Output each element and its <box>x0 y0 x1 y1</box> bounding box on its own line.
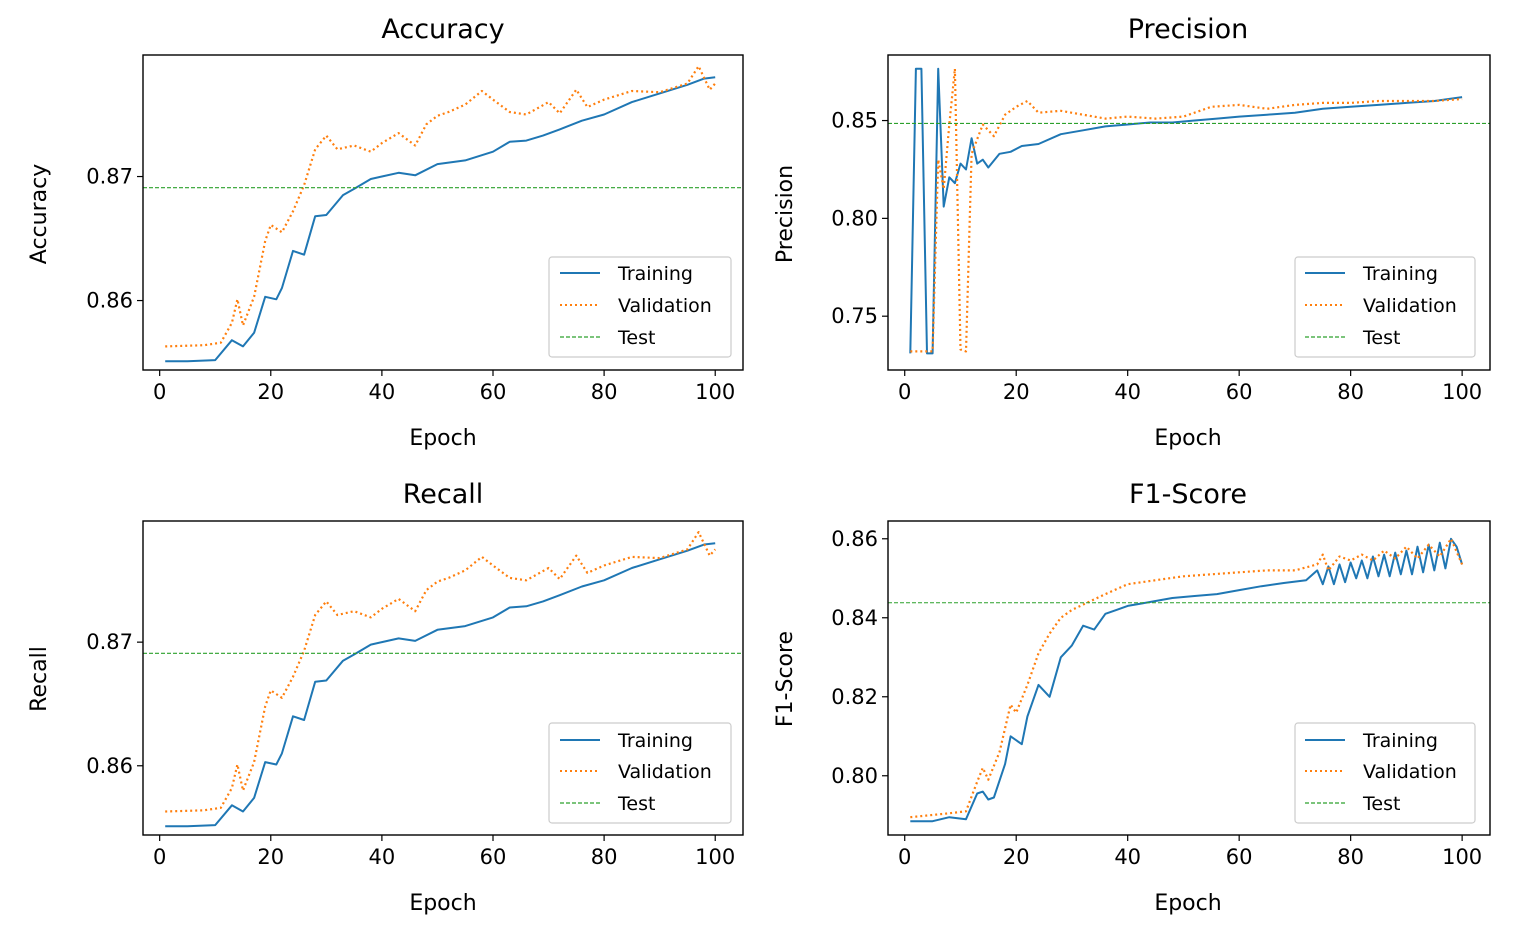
y-axis-label: Accuracy <box>27 164 52 264</box>
y-tick-label: 0.84 <box>831 606 878 630</box>
x-tick-label: 80 <box>591 380 618 404</box>
y-tick-label: 0.80 <box>831 206 878 230</box>
y-tick-label: 0.87 <box>86 630 133 654</box>
validation-series-line <box>910 67 1463 353</box>
x-tick-label: 40 <box>369 380 396 404</box>
x-tick-label: 60 <box>1226 845 1253 869</box>
legend-label-test: Test <box>1362 793 1400 815</box>
x-tick-label: 20 <box>1003 845 1030 869</box>
x-tick-label: 40 <box>1114 380 1141 404</box>
legend-label-training: Training <box>1362 263 1438 285</box>
plot-frame <box>142 54 744 371</box>
legend: Training Validation Test <box>548 722 732 824</box>
plot-frame <box>142 520 744 836</box>
x-axis-label: Epoch <box>1154 426 1221 451</box>
x-tick-label: 60 <box>480 380 507 404</box>
legend: Training Validation Test <box>1294 256 1476 358</box>
x-axis-label: Epoch <box>409 426 476 451</box>
legend-label-test: Test <box>1362 327 1400 349</box>
x-tick-label: 80 <box>1337 380 1364 404</box>
chart-title: F1-Score <box>1129 479 1247 510</box>
chart-title: Accuracy <box>381 14 504 45</box>
x-tick-label: 60 <box>1226 380 1253 404</box>
y-tick-label: 0.75 <box>831 304 878 328</box>
x-tick-label: 0 <box>898 380 911 404</box>
x-tick-label: 100 <box>1442 380 1482 404</box>
x-tick-label: 100 <box>1442 845 1482 869</box>
x-tick-label: 0 <box>153 845 166 869</box>
precision-panel: Precision Epoch Precision 0 20 40 60 80 100 0… <box>773 14 1491 451</box>
chart-title: Precision <box>1128 14 1248 45</box>
legend: Training Validation Test <box>1294 722 1476 824</box>
x-tick-label: 20 <box>257 845 284 869</box>
x-tick-label: 40 <box>1114 845 1141 869</box>
y-axis-label: Precision <box>773 165 798 263</box>
training-series-line <box>165 76 716 363</box>
x-tick-label: 100 <box>695 845 735 869</box>
legend: Training Validation Test <box>548 256 732 358</box>
x-tick-label: 60 <box>480 845 507 869</box>
legend-box <box>1294 256 1476 358</box>
y-tick-label: 0.86 <box>86 289 133 313</box>
legend-label-training: Training <box>1362 730 1438 752</box>
x-tick-label: 40 <box>369 845 396 869</box>
legend-label-validation: Validation <box>1363 761 1457 783</box>
y-tick-label: 0.80 <box>831 764 878 788</box>
x-tick-label: 80 <box>591 845 618 869</box>
legend-label-test: Test <box>617 793 655 815</box>
f1-score-panel: F1-Score Epoch F1-Score 0 20 40 60 80 100 0.8… <box>773 479 1491 916</box>
y-tick-label: 0.86 <box>86 754 133 778</box>
y-axis-label: Recall <box>27 646 52 712</box>
accuracy-panel: Accuracy Epoch Accuracy 0 20 40 60 80 100 0.8… <box>27 14 744 451</box>
legend-label-validation: Validation <box>1363 295 1457 317</box>
x-tick-label: 0 <box>153 380 166 404</box>
x-tick-label: 0 <box>898 845 911 869</box>
legend-label-training: Training <box>617 730 693 752</box>
chart-title: Recall <box>403 479 484 510</box>
legend-label-test: Test <box>617 327 655 349</box>
training-series-line <box>165 542 716 828</box>
y-tick-label: 0.82 <box>831 685 878 709</box>
x-tick-label: 20 <box>1003 380 1030 404</box>
y-axis-label: F1-Score <box>773 631 798 727</box>
legend-box <box>548 722 732 824</box>
validation-series-line <box>165 530 717 813</box>
legend-box <box>1294 722 1476 824</box>
training-series-line <box>910 537 1464 823</box>
training-series-line <box>909 67 1463 355</box>
y-tick-label: 0.85 <box>831 109 878 133</box>
recall-panel: Recall Epoch Recall 0 20 40 60 80 100 0.86 0.8… <box>27 479 744 916</box>
x-axis-label: Epoch <box>1154 891 1221 916</box>
plot-frame <box>887 520 1491 836</box>
validation-series-line <box>165 65 717 348</box>
legend-label-validation: Validation <box>618 295 712 317</box>
x-tick-label: 80 <box>1337 845 1364 869</box>
x-tick-label: 20 <box>257 380 284 404</box>
legend-label-training: Training <box>617 263 693 285</box>
legend-box <box>548 256 732 358</box>
x-tick-label: 100 <box>695 380 735 404</box>
legend-label-validation: Validation <box>618 761 712 783</box>
x-axis-label: Epoch <box>409 891 476 916</box>
y-tick-label: 0.87 <box>86 165 133 189</box>
plot-frame <box>887 54 1491 371</box>
y-tick-label: 0.86 <box>831 527 878 551</box>
